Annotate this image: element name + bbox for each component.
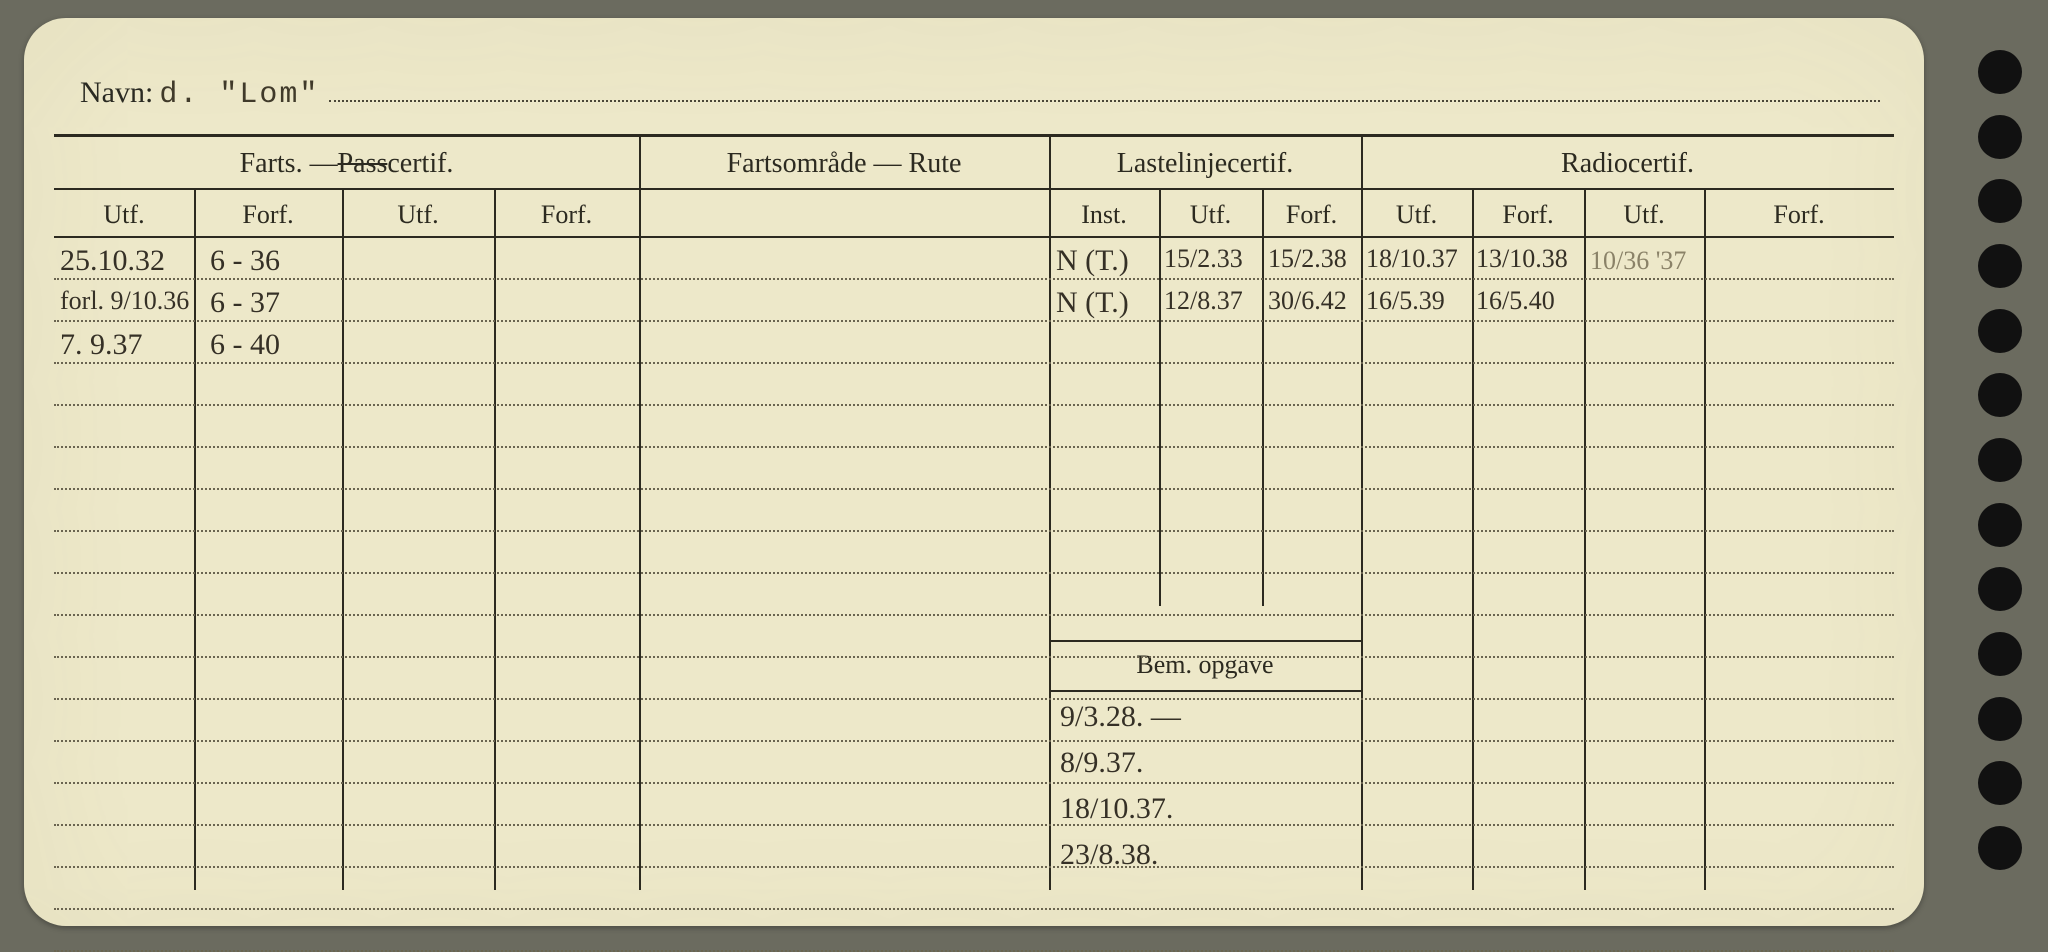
- col-radio-forf1: Forf.: [1472, 194, 1584, 236]
- hole-icon: [1978, 761, 2022, 805]
- navn-row: Navn: d. "Lom": [80, 76, 1880, 122]
- hole-icon: [1978, 697, 2022, 741]
- vline: [1262, 188, 1264, 606]
- hole-icon: [1978, 244, 2022, 288]
- vline-major: [1049, 134, 1051, 890]
- vline: [1472, 188, 1474, 890]
- row-dotted: [54, 530, 1894, 532]
- radio-forf1: 13/10.38: [1476, 244, 1568, 274]
- row-dotted: [54, 446, 1894, 448]
- vline: [342, 188, 344, 890]
- farts-forf: 6 - 36: [210, 244, 280, 278]
- vline-major: [639, 134, 641, 890]
- row-dotted: [54, 572, 1894, 574]
- farts-forf: 6 - 40: [210, 328, 280, 362]
- laste-utf: 12/8.37: [1164, 286, 1243, 316]
- row-dotted: [54, 614, 1894, 616]
- section-farts: Farts. — Pass certif.: [54, 140, 639, 188]
- col-radio-utf1: Utf.: [1361, 194, 1472, 236]
- hole-icon: [1978, 826, 2022, 870]
- farts-utf: 7. 9.37: [60, 328, 143, 362]
- row-dotted: [54, 362, 1894, 364]
- hole-icon: [1978, 50, 2022, 94]
- col-laste-utf: Utf.: [1159, 194, 1262, 236]
- row-dotted: [54, 488, 1894, 490]
- binder-holes: [1978, 40, 2038, 910]
- navn-label: Navn:: [80, 76, 153, 110]
- row-dotted: [54, 404, 1894, 406]
- radio-utf2-faint: 10/36 '37: [1590, 246, 1686, 276]
- laste-inst: N (T.): [1056, 286, 1129, 320]
- radio-utf1: 18/10.37: [1366, 244, 1458, 274]
- radio-forf1: 16/5.40: [1476, 286, 1555, 316]
- laste-forf: 15/2.38: [1268, 244, 1347, 274]
- bem-entry: 23/8.38.: [1060, 838, 1158, 872]
- farts-utf: forl. 9/10.36: [60, 286, 189, 316]
- laste-inst: N (T.): [1056, 244, 1129, 278]
- vline: [1584, 188, 1586, 890]
- laste-forf: 30/6.42: [1268, 286, 1347, 316]
- row-dotted: [54, 698, 1894, 700]
- vline-major: [1361, 134, 1363, 890]
- col-laste-inst: Inst.: [1049, 194, 1159, 236]
- section-laste: Lastelinjecertif.: [1049, 140, 1361, 188]
- bem-rule-under: [1049, 690, 1361, 692]
- row-dotted: [54, 656, 1894, 658]
- farts-pre: Farts. —: [240, 148, 338, 180]
- vline: [1159, 188, 1161, 606]
- section-radio: Radiocertif.: [1361, 140, 1894, 188]
- vline: [494, 188, 496, 890]
- radio-utf1: 16/5.39: [1366, 286, 1445, 316]
- row-dotted: [54, 782, 1894, 784]
- rule-top: [54, 134, 1894, 137]
- row-dotted: [54, 824, 1894, 826]
- farts-post: certif.: [387, 148, 453, 180]
- farts-forf: 6 - 37: [210, 286, 280, 320]
- laste-utf: 15/2.33: [1164, 244, 1243, 274]
- vline: [194, 188, 196, 890]
- farts-strike: Pass: [338, 148, 388, 180]
- bem-label: Bem. opgave: [1049, 650, 1361, 680]
- col-farts-forf1: Forf.: [194, 194, 342, 236]
- col-radio-forf2: Forf.: [1704, 194, 1894, 236]
- col-laste-forf: Forf.: [1262, 194, 1361, 236]
- col-farts-utf1: Utf.: [54, 194, 194, 236]
- hole-icon: [1978, 632, 2022, 676]
- row-dotted: [54, 866, 1894, 868]
- hole-icon: [1978, 373, 2022, 417]
- index-card: Navn: d. "Lom" Farts. — Pass certif. Far…: [24, 18, 1924, 926]
- hole-icon: [1978, 179, 2022, 223]
- farts-utf: 25.10.32: [60, 244, 165, 278]
- hole-icon: [1978, 567, 2022, 611]
- bem-entry: 8/9.37.: [1060, 746, 1143, 780]
- row-dotted: [54, 278, 1894, 280]
- col-farts-utf2: Utf.: [342, 194, 494, 236]
- hole-icon: [1978, 438, 2022, 482]
- hole-icon: [1978, 309, 2022, 353]
- navn-value: d. "Lom": [159, 78, 319, 112]
- bem-entry: 18/10.37.: [1060, 792, 1173, 826]
- bem-rule-top: [1049, 640, 1361, 642]
- row-dotted: [54, 320, 1894, 322]
- rule-sub: [54, 188, 1894, 190]
- vline: [1704, 188, 1706, 890]
- col-radio-utf2: Utf.: [1584, 194, 1704, 236]
- hole-icon: [1978, 503, 2022, 547]
- section-rute: Fartsområde — Rute: [639, 140, 1049, 188]
- col-farts-forf2: Forf.: [494, 194, 639, 236]
- bem-entry: 9/3.28. —: [1060, 700, 1181, 734]
- hole-icon: [1978, 115, 2022, 159]
- row-dotted: [54, 908, 1894, 910]
- row-dotted: [54, 740, 1894, 742]
- navn-dotted-line: [329, 100, 1880, 102]
- rule-body: [54, 236, 1894, 238]
